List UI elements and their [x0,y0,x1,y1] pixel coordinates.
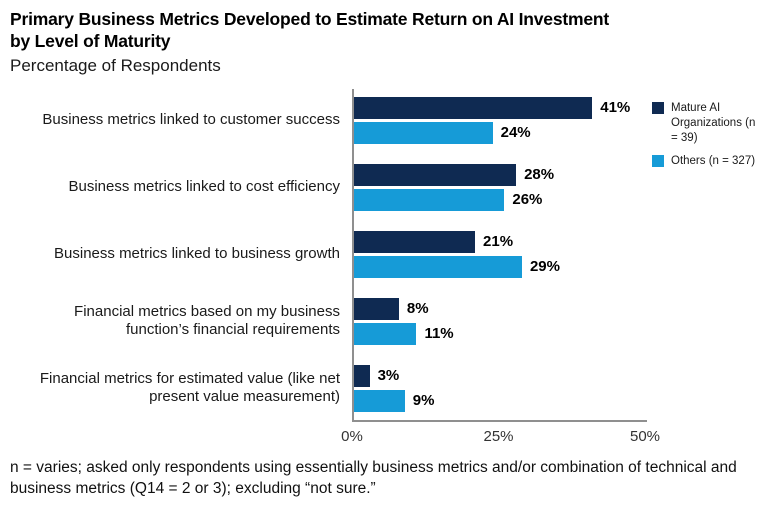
category-label: Business metrics linked to business grow… [54,245,340,262]
bar-value-label: 26% [512,191,543,209]
bar-pair: 28% 26% [352,163,758,211]
bar-row: 11% [352,322,758,345]
y-axis-line [352,88,354,422]
x-tick-label: 25% [483,427,514,445]
chart-title-line2: by Level of Maturity [10,31,171,52]
bar-row: 26% [352,188,758,211]
legend-label: Mature AI Organizations (n = 39) [671,101,756,144]
bar-value-label: 24% [500,124,531,142]
x-tick-label: 50% [629,427,661,445]
x-tick-label: 0% [341,427,363,445]
category-label: Business metrics linked to customer succ… [42,111,340,128]
bar-value-label: 11% [424,325,454,343]
bar-others [352,255,522,278]
bar-mature [352,230,476,253]
bar-row: 21% [352,230,758,253]
bar-value-label: 41% [600,99,631,117]
bar-row: 29% [352,255,758,278]
bar-row: 9% [352,389,758,412]
x-axis-line [352,419,647,422]
bar-mature [352,364,370,387]
bar-row: 41% [352,96,758,119]
bar-mature [352,163,517,186]
bar-pair: 41% 24% [352,96,758,144]
legend-swatch-icon [652,154,664,167]
bar-group: Financial metrics for estimated value (l… [10,364,758,412]
legend-swatch-icon [652,101,664,114]
x-axis-ticks: 0% 25% 50% [341,427,660,450]
bar-row: 8% [352,297,758,320]
bar-others [352,121,493,144]
bar-mature [352,297,399,320]
bar-value-label: 9% [412,392,435,410]
category-label: Financial metrics based on my business f… [74,302,340,339]
bar-groups: Business metrics linked to customer succ… [10,88,758,422]
chart-title: Primary Business Metrics Developed to Es… [10,8,758,53]
bar-mature [352,96,593,119]
chart-subtitle: Percentage of Respondents [10,55,221,75]
legend-item: Mature AI Organizations (n = 39) [652,101,758,146]
legend-label: Others (n = 327) [671,154,756,167]
bar-group: Business metrics linked to business grow… [10,230,758,278]
bar-row: 24% [352,121,758,144]
legend: Mature AI Organizations (n = 39) Others (… [652,101,758,169]
bar-group: Financial metrics based on my business f… [10,297,758,345]
bar-value-label: 3% [377,367,400,385]
bar-others [352,389,405,412]
bar-value-label: 28% [524,166,555,184]
bar-chart: Business metrics linked to customer succ… [10,88,758,450]
bar-pair: 3% 9% [352,364,758,412]
footnote: n = varies; asked only respondents using… [10,458,737,497]
bar-others [352,322,417,345]
bar-value-label: 29% [529,258,560,276]
bar-group: Business metrics linked to cost efficien… [10,163,758,211]
bar-others [352,188,505,211]
bar-value-label: 8% [406,300,429,318]
bar-group: Business metrics linked to customer succ… [10,96,758,144]
bar-pair: 8% 11% [352,297,758,345]
bar-row: 28% [352,163,758,186]
category-label: Business metrics linked to cost efficien… [68,178,340,195]
legend-item: Others (n = 327) [652,154,758,169]
category-label: Financial metrics for estimated value (l… [39,369,340,406]
bar-pair: 21% 29% [352,230,758,278]
bar-row: 3% [352,364,758,387]
chart-title-line1: Primary Business Metrics Developed to Es… [10,9,609,29]
bar-value-label: 21% [483,233,514,251]
